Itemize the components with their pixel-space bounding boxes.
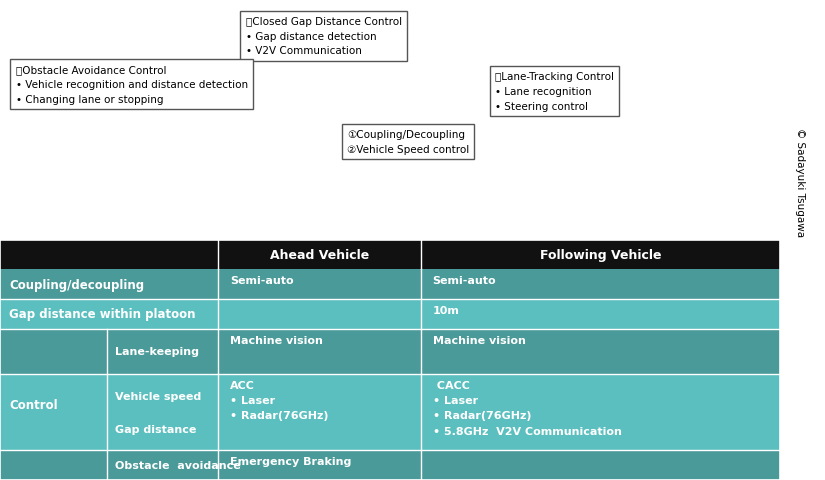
Text: ①Coupling/Decoupling
②Vehicle Speed control: ①Coupling/Decoupling ②Vehicle Speed cont…: [347, 130, 469, 155]
Text: Coupling/decoupling: Coupling/decoupling: [9, 278, 144, 291]
Text: Semi-auto: Semi-auto: [432, 276, 497, 286]
Text: Lane-keeping: Lane-keeping: [115, 347, 199, 357]
FancyBboxPatch shape: [0, 329, 780, 374]
Text: Control: Control: [9, 398, 58, 411]
FancyBboxPatch shape: [0, 450, 780, 480]
Text: Obstacle  avoidance: Obstacle avoidance: [115, 460, 240, 470]
Text: Ahead Vehicle: Ahead Vehicle: [270, 248, 370, 261]
Text: ⓔObstacle Avoidance Control
• Vehicle recognition and distance detection
• Chang: ⓔObstacle Avoidance Control • Vehicle re…: [16, 65, 248, 104]
Text: ⓒLane-Tracking Control
• Lane recognition
• Steering control: ⓒLane-Tracking Control • Lane recognitio…: [495, 72, 614, 111]
Text: ACC
• Laser
• Radar(76GHz): ACC • Laser • Radar(76GHz): [230, 380, 328, 420]
Text: 10m: 10m: [432, 305, 460, 315]
Text: Vehicle speed

Gap distance: Vehicle speed Gap distance: [115, 391, 200, 433]
Text: Emergency Braking: Emergency Braking: [230, 456, 351, 466]
Text: Gap distance within platoon: Gap distance within platoon: [9, 308, 196, 321]
FancyBboxPatch shape: [0, 240, 780, 270]
Text: Machine vision: Machine vision: [432, 335, 526, 345]
Text: Machine vision: Machine vision: [230, 335, 323, 345]
Text: CACC
• Laser
• Radar(76GHz)
• 5.8GHz  V2V Communication: CACC • Laser • Radar(76GHz) • 5.8GHz V2V…: [432, 380, 621, 436]
Text: Semi-auto: Semi-auto: [230, 276, 294, 286]
Text: Following Vehicle: Following Vehicle: [540, 248, 661, 261]
Text: ⓔClosed Gap Distance Control
• Gap distance detection
• V2V Communication: ⓔClosed Gap Distance Control • Gap dista…: [246, 17, 402, 56]
FancyBboxPatch shape: [0, 374, 780, 450]
Text: © Sadayuki Tsugawa: © Sadayuki Tsugawa: [795, 128, 805, 237]
FancyBboxPatch shape: [0, 270, 780, 300]
FancyBboxPatch shape: [0, 300, 780, 329]
